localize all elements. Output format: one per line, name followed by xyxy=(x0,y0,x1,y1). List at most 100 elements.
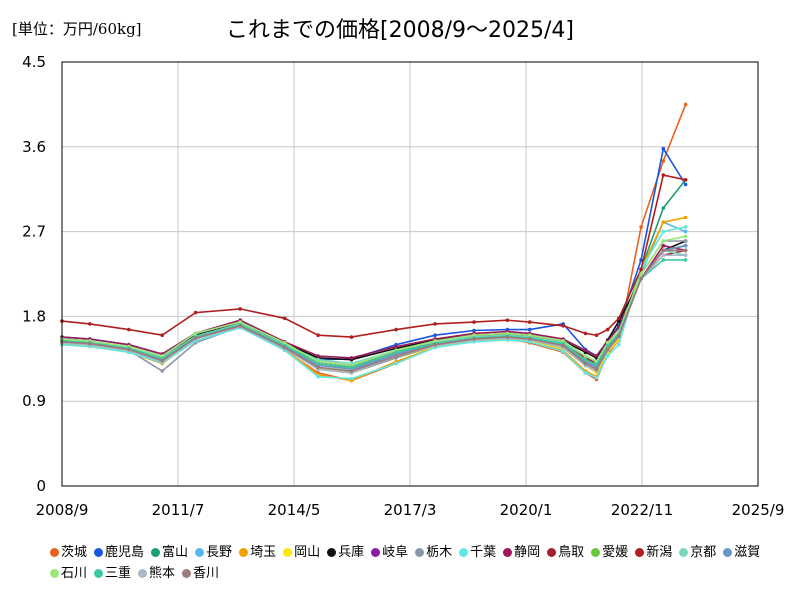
legend-marker xyxy=(283,548,293,557)
series-line xyxy=(61,179,687,369)
data-point xyxy=(316,374,320,379)
series-line xyxy=(61,146,687,361)
legend-marker xyxy=(50,548,59,557)
series-line xyxy=(61,221,686,372)
data-point xyxy=(661,159,666,163)
data-point xyxy=(316,365,320,370)
series-line xyxy=(61,226,686,380)
legend-label: 新潟 xyxy=(646,545,673,560)
data-point xyxy=(605,327,610,332)
x-tick-label: 2008/9 xyxy=(36,501,89,519)
data-point xyxy=(238,307,242,311)
data-point xyxy=(639,225,643,229)
data-point xyxy=(683,243,688,248)
legend-marker xyxy=(679,548,689,557)
data-point xyxy=(193,310,198,315)
series-14 xyxy=(60,248,688,366)
series-2 xyxy=(60,178,688,370)
series-11 xyxy=(60,248,688,368)
legend-label: 千葉 xyxy=(470,545,497,560)
data-point xyxy=(349,365,354,370)
legend-item: 静岡 xyxy=(503,542,540,563)
legend-item: 栃木 xyxy=(415,542,452,563)
data-point xyxy=(661,206,666,210)
data-point xyxy=(472,337,476,341)
legend-item: 新潟 xyxy=(635,542,672,563)
data-point xyxy=(561,343,565,348)
y-axis-ticks: 0 0.9 1.8 2.7 3.6 4.5 xyxy=(22,53,46,495)
data-point xyxy=(238,320,242,324)
legend-label: 熊本 xyxy=(149,566,176,581)
series-1 xyxy=(60,146,688,362)
y-tick-label: 4.5 xyxy=(22,53,46,71)
data-point xyxy=(594,367,599,372)
data-point xyxy=(605,347,610,352)
data-point xyxy=(583,357,588,362)
data-point xyxy=(316,361,320,366)
legend-label: 京都 xyxy=(690,545,717,560)
data-point xyxy=(583,371,588,375)
data-point xyxy=(661,248,666,253)
data-point xyxy=(349,356,354,360)
legend-item: 岐阜 xyxy=(371,542,408,563)
data-point xyxy=(394,344,398,349)
series-7 xyxy=(60,243,688,370)
data-point xyxy=(527,327,532,332)
legend-label: 石川 xyxy=(61,566,88,581)
data-point xyxy=(394,354,398,358)
unit-label: [単位：万円/60kg] xyxy=(12,20,142,38)
data-point xyxy=(661,173,666,177)
legend-label: 三重 xyxy=(105,566,132,581)
x-tick-label: 2014/5 xyxy=(268,501,321,519)
data-point xyxy=(583,354,588,358)
data-point xyxy=(605,343,610,348)
data-point xyxy=(193,336,198,340)
legend-marker xyxy=(591,548,601,557)
data-point xyxy=(160,369,164,373)
data-point xyxy=(639,272,643,276)
series-13 xyxy=(60,173,688,339)
data-point xyxy=(683,234,688,239)
legend-marker xyxy=(723,548,733,557)
legend-marker xyxy=(371,548,381,557)
data-point xyxy=(683,215,688,220)
data-point xyxy=(238,324,242,328)
data-point xyxy=(639,276,643,281)
legend-item: 京都 xyxy=(679,542,716,563)
series-0 xyxy=(60,102,688,383)
legend-marker xyxy=(195,548,205,557)
data-point xyxy=(349,376,354,381)
data-point xyxy=(316,354,320,358)
series-line xyxy=(61,259,686,369)
data-point xyxy=(193,331,198,336)
series-lines xyxy=(60,102,688,383)
data-point xyxy=(527,333,532,338)
legend-item: 岡山 xyxy=(283,542,320,563)
y-tick-label: 2.7 xyxy=(22,223,46,241)
data-point xyxy=(661,220,666,224)
legend: 茨城 鹿児島 富山 長野 埼玉 岡山 兵庫 岐阜 栃木 千葉 静岡 鳥取 愛媛 新潟 京都 滋賀石川 三重 熊本 香… xyxy=(50,542,790,584)
data-point xyxy=(433,339,437,343)
data-point xyxy=(433,322,437,326)
data-point xyxy=(472,320,476,324)
data-point xyxy=(349,335,354,339)
legend-label: 鹿児島 xyxy=(105,545,145,560)
series-line xyxy=(61,244,686,371)
series-line xyxy=(61,249,686,365)
y-tick-label: 0 xyxy=(36,477,46,495)
legend-label: 香川 xyxy=(193,566,220,581)
data-point xyxy=(349,369,354,373)
legend-item: 茨城 xyxy=(50,542,87,563)
data-point xyxy=(639,258,643,262)
x-tick-label: 2017/3 xyxy=(384,501,437,519)
legend-label: 滋賀 xyxy=(734,545,761,560)
legend-label: 茨城 xyxy=(61,545,88,560)
series-16 xyxy=(60,234,688,368)
data-point xyxy=(683,178,688,182)
data-point xyxy=(561,339,565,343)
legend-item: 鳥取 xyxy=(547,542,584,563)
data-point xyxy=(472,333,476,338)
legend-marker xyxy=(94,548,104,557)
series-line xyxy=(61,249,686,372)
data-point xyxy=(505,318,510,323)
